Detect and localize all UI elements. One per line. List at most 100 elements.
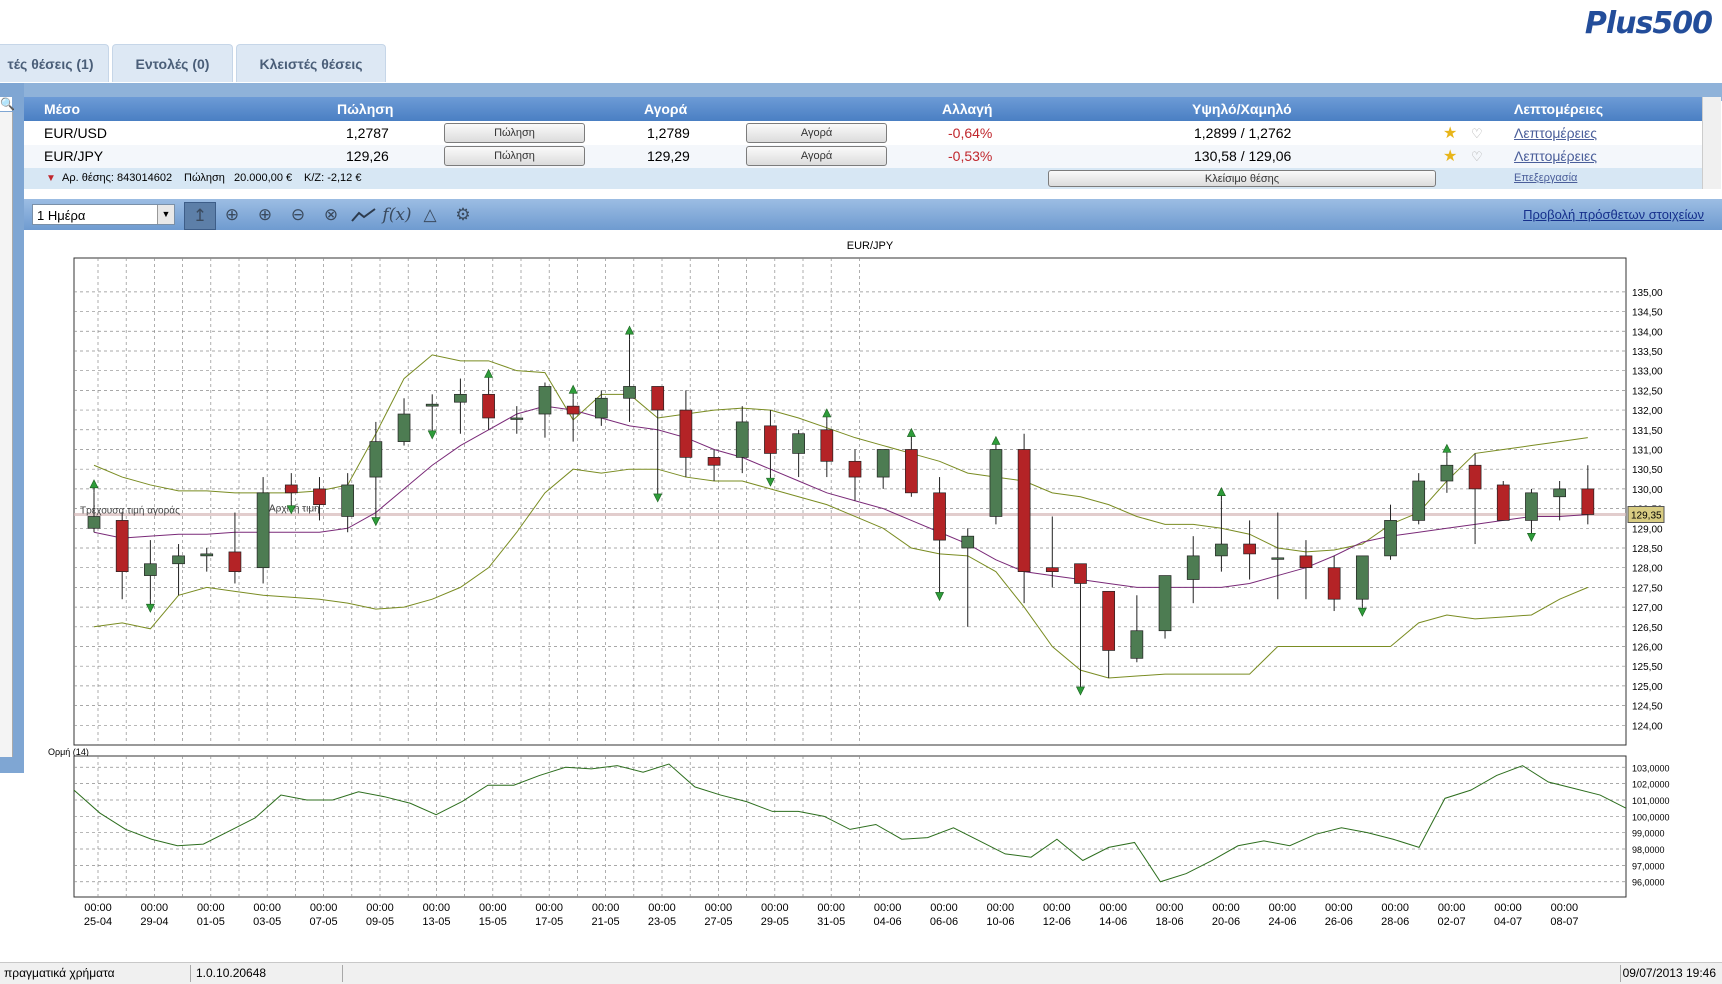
fractal-down-arrow (765, 477, 775, 487)
candle-bullish (144, 563, 157, 576)
fractal-down-arrow (286, 505, 296, 515)
x-date-label: 09-05 (366, 916, 394, 928)
candle-bullish (510, 417, 524, 420)
left-scrollbar[interactable] (0, 112, 13, 757)
gear-icon[interactable]: ⚙ (455, 205, 471, 224)
tab-orders[interactable]: Εντολές (0) (112, 44, 233, 82)
tab-open-positions[interactable]: τές θέσεις (1) (0, 44, 109, 82)
sell-button[interactable]: Πώληση (444, 123, 585, 143)
x-time-label: 00:00 (1099, 902, 1127, 914)
cursor-icon[interactable]: ↥ (184, 202, 216, 230)
candle-bullish (256, 492, 270, 569)
x-time-label: 00:00 (1325, 902, 1353, 914)
tab-orders-label: Εντολές (0) (135, 55, 210, 72)
y-tick-label: 134,50 (1632, 308, 1663, 319)
x-date-label: 29-04 (140, 916, 168, 928)
candle-bearish (707, 457, 721, 466)
bollinger-lower-line (93, 468, 1589, 679)
bell-icon[interactable]: ♡ (1471, 149, 1483, 164)
status-separator (190, 965, 191, 982)
tab-open-positions-label: τές θέσεις (1) (7, 55, 94, 72)
candle-bullish (1384, 520, 1397, 557)
candle-bearish (566, 405, 580, 415)
price-chart[interactable]: EUR/JPY 135,00 134,50 134,00 133,50 133,00 132… (24, 230, 1722, 960)
buy-price: 1,2789 (647, 125, 690, 141)
zoom-reset-icon[interactable]: ⊗ (323, 205, 339, 224)
x-date-label: 03-05 (253, 916, 281, 928)
instrument-name: EUR/JPY (44, 148, 104, 164)
y-tick-label: 133,50 (1632, 347, 1663, 358)
bell-icon[interactable]: ♡ (1471, 126, 1483, 141)
tab-closed-positions[interactable]: Κλειστές θέσεις (236, 44, 386, 82)
momentum-y-label: 101,0000 (1632, 796, 1670, 806)
candle-bullish (87, 516, 101, 529)
momentum-frame (73, 755, 1627, 898)
bell-icon[interactable]: △ (423, 205, 437, 224)
fractal-up-arrow (906, 427, 916, 437)
table-row[interactable]: EUR/USD 1,2787 Πώληση 1,2789 Αγορά -0,64… (24, 122, 1704, 145)
table-row[interactable]: EUR/JPY 129,26 Πώληση 129,29 Αγορά -0,53… (24, 145, 1704, 168)
candle-bearish (651, 386, 665, 411)
momentum-y-label: 102,0000 (1632, 780, 1670, 790)
edit-position-link[interactable]: Επεξεργασία (1514, 172, 1578, 184)
timeframe-value: 1 Ημέρα (37, 208, 86, 223)
crosshair-icon[interactable]: ⊕ (224, 205, 240, 224)
x-time-label: 00:00 (761, 902, 789, 914)
candle-bullish (989, 449, 1003, 517)
collapse-triangle-icon[interactable]: ▼ (46, 173, 56, 184)
position-amount: 20.000,00 € (234, 172, 293, 184)
candle-bearish (1074, 563, 1087, 584)
line-draw-icon[interactable] (349, 202, 379, 228)
zoom-in-icon[interactable]: ⊕ (257, 205, 273, 224)
status-bar: πραγματικά χρήματα 1.0.10.20648 09/07/20… (0, 962, 1722, 984)
details-link[interactable]: Λεπτομέρειες (1514, 125, 1597, 141)
candle-bearish (482, 393, 495, 419)
candle-bearish (679, 409, 693, 458)
x-time-label: 00:00 (592, 902, 620, 914)
x-date-label: 10-06 (986, 916, 1014, 928)
fractal-down-arrow (1526, 532, 1536, 542)
close-position-button[interactable]: Κλείσιμο θέσης (1048, 170, 1436, 187)
x-date-label: 07-05 (310, 916, 338, 928)
chevron-down-icon[interactable]: ▼ (157, 205, 174, 224)
search-icon[interactable]: 🔍 (0, 97, 15, 111)
x-time-label: 00:00 (1494, 902, 1522, 914)
plot-frame (73, 257, 1627, 746)
buy-button[interactable]: Αγορά (746, 146, 887, 166)
fractal-up-arrow (484, 368, 494, 378)
candle-bearish (1299, 555, 1313, 569)
table-scrollbar[interactable] (1702, 97, 1721, 189)
candle-bullish (1525, 492, 1538, 521)
x-time-label: 00:00 (648, 902, 676, 914)
x-time-label: 00:00 (987, 902, 1015, 914)
timeframe-select[interactable]: 1 Ημέρα ▼ (32, 204, 175, 225)
x-date-label: 29-05 (761, 916, 789, 928)
open-position-row[interactable]: ▼ Αρ. θέσης: 843014602 Πώληση 20.000,00 … (24, 168, 1704, 189)
initial-price-annotation: Αρχική τιμή (269, 503, 320, 515)
col-buy: Αγορά (644, 101, 688, 117)
fractal-up-arrow (568, 384, 578, 394)
fractal-down-arrow (935, 592, 945, 602)
candle-bullish (1215, 543, 1228, 557)
more-info-link[interactable]: Προβολή πρόσθετων στοιχείων (1523, 207, 1704, 222)
star-icon[interactable]: ★ (1443, 125, 1458, 142)
instrument-table-header: Μέσο Πώληση Αγορά Αλλαγή Υψηλό/Χαμηλό Λε… (24, 97, 1704, 121)
candle-bearish (1102, 590, 1116, 651)
fractal-up-arrow (822, 408, 832, 418)
plus500-logo: Plus500 (1584, 6, 1713, 41)
account-mode: πραγματικά χρήματα (4, 966, 115, 980)
star-icon[interactable]: ★ (1443, 148, 1458, 165)
function-icon[interactable]: f(x) (382, 205, 412, 225)
x-time-label: 00:00 (1438, 902, 1466, 914)
y-tick-label: 125,00 (1632, 682, 1663, 693)
chart-toolbar: 1 Ημέρα ▼ ↥ ⊕ ⊕ ⊖ ⊗ f(x) △ ⚙ Προβολή πρό… (24, 199, 1722, 230)
details-link[interactable]: Λεπτομέρειες (1514, 148, 1597, 164)
y-tick-label: 128,00 (1632, 564, 1663, 575)
sell-button[interactable]: Πώληση (444, 146, 585, 166)
candle-bullish (1130, 630, 1144, 659)
y-tick-label: 132,50 (1632, 386, 1663, 397)
x-date-label: 20-06 (1212, 916, 1240, 928)
buy-button[interactable]: Αγορά (746, 123, 887, 143)
zoom-out-icon[interactable]: ⊖ (290, 205, 306, 224)
candle-bullish (425, 403, 439, 407)
